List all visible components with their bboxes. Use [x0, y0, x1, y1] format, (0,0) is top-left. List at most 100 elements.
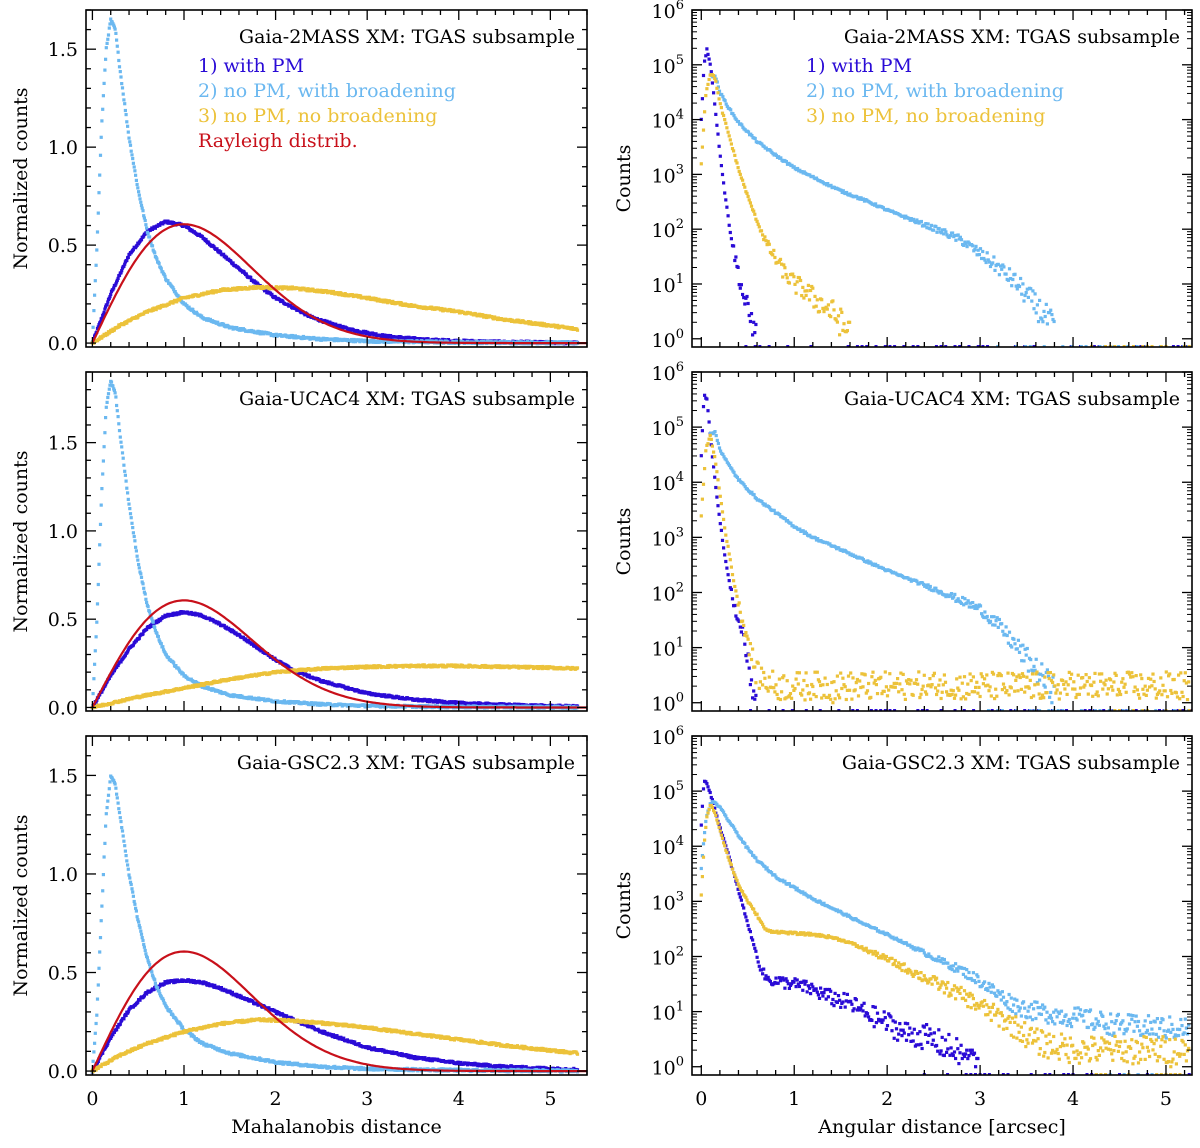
data-point — [853, 0, 856, 3]
data-point — [117, 58, 121, 63]
legend-item-with-pm: 1) with PM — [806, 55, 912, 77]
data-point — [1007, 267, 1012, 271]
data-point — [123, 262, 127, 266]
data-point — [166, 219, 170, 223]
data-point — [753, 136, 757, 141]
data-point — [126, 650, 130, 654]
data-point — [727, 134, 731, 138]
data-point — [108, 295, 112, 299]
data-point — [834, 318, 838, 322]
data-point — [1020, 292, 1024, 296]
data-point — [743, 185, 747, 189]
data-point — [824, 305, 828, 309]
data-point — [137, 562, 141, 567]
data-point — [1022, 0, 1025, 3]
data-point — [1056, 0, 1059, 3]
data-point — [888, 0, 891, 3]
data-point — [112, 23, 116, 27]
data-point — [152, 622, 156, 627]
data-point — [741, 178, 745, 182]
data-point — [135, 182, 139, 187]
data-point — [760, 142, 764, 146]
data-point — [746, 301, 750, 306]
data-point — [744, 296, 748, 300]
data-point — [935, 230, 939, 234]
data-point — [98, 153, 103, 157]
data-point — [105, 41, 109, 45]
data-point — [951, 231, 955, 235]
data-point — [761, 233, 765, 237]
data-point — [1000, 267, 1004, 271]
data-point — [739, 283, 743, 287]
data-point — [224, 255, 229, 259]
data-point — [155, 631, 159, 635]
data-point — [123, 108, 127, 113]
data-point — [763, 235, 767, 239]
data-point — [780, 262, 784, 266]
data-point — [972, 0, 975, 3]
data-point — [1127, 0, 1130, 3]
data-point — [718, 102, 722, 106]
data-point — [880, 0, 883, 3]
data-point — [967, 0, 970, 3]
data-point — [107, 26, 111, 30]
data-point — [115, 409, 119, 413]
data-point — [822, 310, 826, 314]
data-point — [115, 403, 119, 408]
data-point — [1043, 0, 1046, 3]
data-point — [1063, 0, 1066, 3]
data-point — [826, 303, 830, 307]
data-point — [1081, 0, 1084, 3]
data-point — [737, 283, 741, 287]
data-point — [810, 284, 814, 289]
data-point — [720, 92, 724, 97]
data-point — [902, 0, 905, 3]
data-point — [95, 248, 99, 252]
data-point — [914, 0, 917, 3]
data-point — [961, 0, 964, 3]
data-point — [796, 166, 800, 171]
data-point — [735, 161, 739, 165]
data-point — [1131, 345, 1135, 347]
data-point — [249, 275, 253, 280]
data-point — [754, 322, 758, 327]
data-point — [934, 345, 938, 347]
data-point — [897, 0, 900, 3]
data-point — [753, 345, 757, 347]
data-point — [1086, 0, 1089, 3]
data-point — [980, 0, 983, 3]
data-point — [934, 0, 937, 3]
data-point — [98, 522, 103, 526]
data-point — [292, 336, 296, 340]
data-point — [962, 243, 966, 247]
data-point — [1077, 0, 1080, 3]
data-point — [106, 300, 110, 304]
data-point — [104, 683, 108, 687]
data-point — [1024, 291, 1028, 295]
data-point — [756, 222, 760, 226]
data-point — [958, 0, 961, 3]
data-point — [928, 0, 931, 3]
data-point — [103, 307, 107, 311]
data-point — [1034, 0, 1037, 3]
data-point — [999, 264, 1003, 268]
data-point — [100, 336, 104, 340]
data-point — [1057, 0, 1060, 3]
data-point — [91, 692, 95, 696]
y-tick-label: 0.0 — [48, 333, 78, 355]
data-point — [1042, 345, 1046, 347]
data-point — [987, 0, 990, 3]
data-point — [94, 263, 98, 267]
data-point — [1039, 0, 1042, 3]
data-point — [141, 582, 145, 586]
data-point — [1050, 313, 1054, 317]
data-point — [848, 192, 852, 196]
data-point — [1140, 0, 1143, 3]
data-point — [703, 59, 707, 63]
data-point — [922, 0, 925, 3]
data-point — [145, 600, 149, 605]
data-point — [1109, 0, 1112, 3]
data-point — [894, 0, 897, 3]
data-point — [900, 0, 903, 3]
